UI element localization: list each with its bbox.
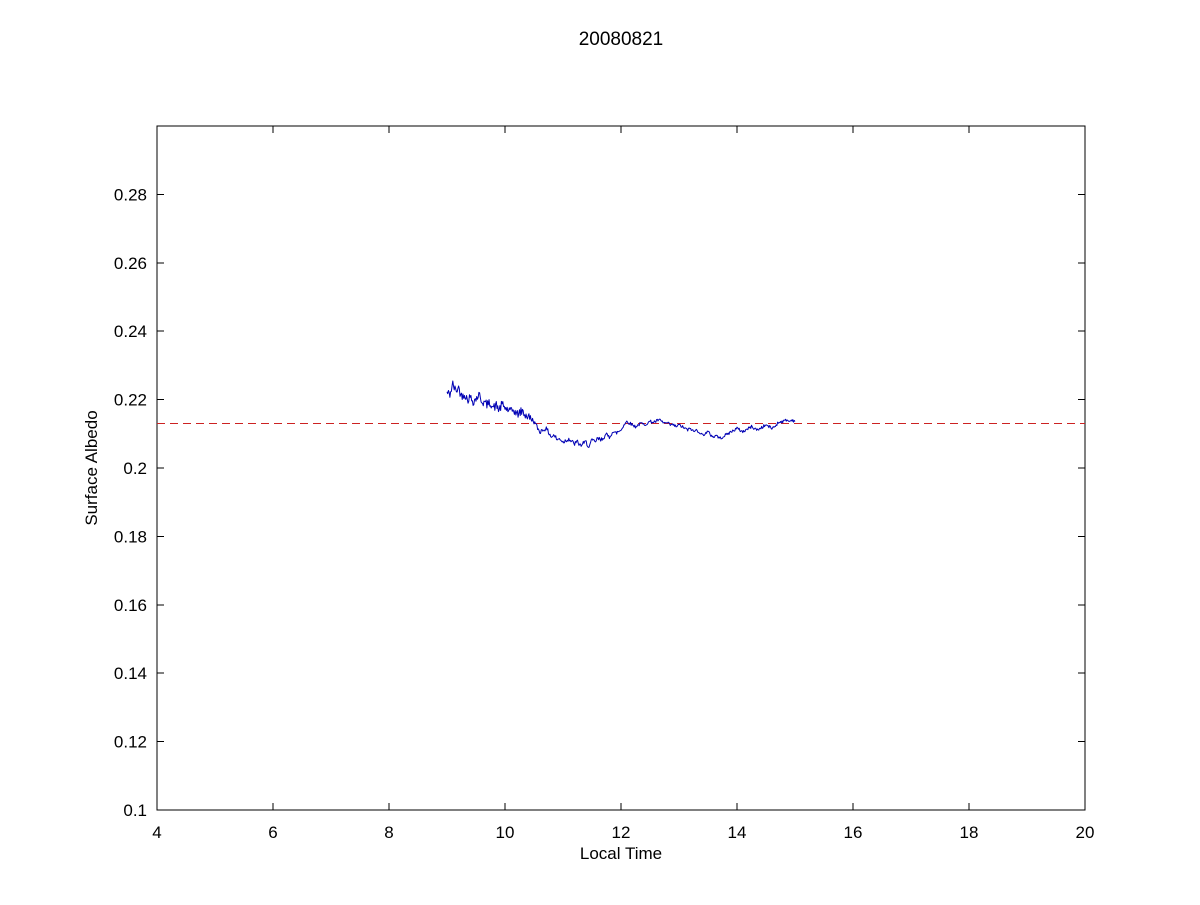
x-tick-label: 16	[844, 823, 863, 842]
x-tick-label: 10	[496, 823, 515, 842]
y-tick-label: 0.22	[114, 391, 147, 410]
x-tick-label: 12	[612, 823, 631, 842]
y-tick-label: 0.16	[114, 596, 147, 615]
y-axis-label: Surface Albedo	[82, 410, 101, 525]
plot-border	[156, 125, 1086, 811]
albedo-series-line	[446, 380, 796, 448]
x-tick-label: 6	[268, 823, 277, 842]
x-tick-label: 8	[384, 823, 393, 842]
plot-area	[157, 380, 1085, 448]
y-tick-label: 0.18	[114, 527, 147, 546]
y-tick-label: 0.14	[114, 664, 147, 683]
y-tick-label: 0.28	[114, 185, 147, 204]
x-axis-label: Local Time	[580, 844, 662, 863]
y-tick-label: 0.26	[114, 254, 147, 273]
y-tick-label: 0.2	[123, 459, 147, 478]
chart-title: 20080821	[579, 29, 664, 50]
x-tick-label: 14	[728, 823, 747, 842]
y-tick-label: 0.24	[114, 322, 147, 341]
x-tick-label: 18	[960, 823, 979, 842]
x-tick-label: 20	[1076, 823, 1095, 842]
axis-ticks: 4 6 8 10 12 14 16 18 20 0.1 0.12 0.14 0.16 0.18 0.2 0.2…	[114, 126, 1095, 842]
x-tick-label: 4	[152, 823, 161, 842]
y-tick-label: 0.1	[123, 801, 147, 820]
y-tick-label: 0.12	[114, 733, 147, 752]
